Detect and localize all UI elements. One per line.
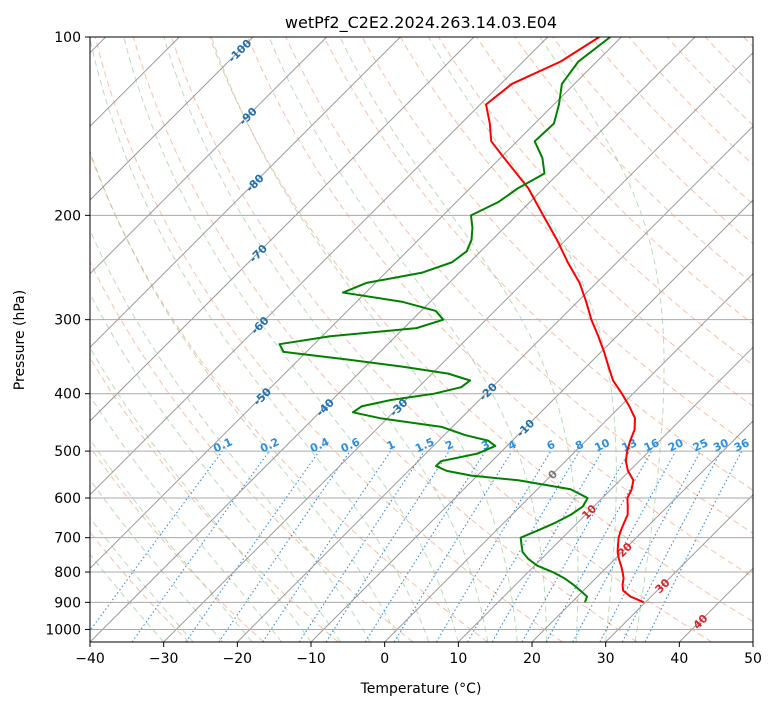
moist-adiabat-line [90,438,253,642]
isobar-grid [90,37,753,630]
y-tick-label: 800 [54,565,81,581]
isotherm-line [90,37,328,275]
plot-frame [89,36,754,643]
mixing-ratio-line [521,450,630,642]
moist-adiabat-line [339,37,579,642]
x-tick-label: 20 [523,651,541,667]
moist-adiabat-line [90,478,223,642]
dry-adiabat-line [90,446,264,642]
mixing-ratio-line [393,450,513,642]
mixing-ratio-line [572,450,677,642]
y-tick-label: 300 [54,313,81,329]
isotherm-line [457,346,753,642]
moist-adiabat-line [90,394,282,642]
y-tick-label: 700 [54,531,81,547]
dewpoint-profile-line [278,37,611,603]
mixing-ratio-label: 30 [711,436,731,454]
x-tick-label: 0 [380,651,389,667]
y-tick-label: 100 [54,30,81,46]
mixing-ratio-label: 16 [642,436,662,454]
mixing-ratio-line [131,450,270,642]
mixing-ratio-line [325,450,450,642]
y-tick-label: 1000 [45,622,81,638]
mixing-ratio-line [364,450,486,642]
x-tick-label: −20 [223,651,253,667]
isotherm-line [90,37,696,642]
moist-adiabat-line [539,37,665,642]
isotherm-line [310,199,753,642]
mixing-ratio-line [218,450,351,642]
moist-adiabat-line [210,37,518,642]
dry-adiabat-line [399,37,753,407]
chart-title: wetPf2_C2E2.2024.263.14.03.E04 [285,13,557,33]
x-axis-title: Temperature (°C) [360,681,482,697]
mixing-ratio-line [185,450,320,642]
isotherm-line [90,37,475,422]
moist-adiabat-line [123,37,459,642]
moist-adiabat-line [90,553,165,642]
mixing-ratio-label: 25 [691,436,710,454]
y-tick-label: 900 [54,595,81,611]
isotherm-line [90,37,401,349]
moist-adiabat-line [268,37,548,642]
mixing-ratio-label: 20 [666,436,686,454]
dry-adiabat-line [209,37,753,623]
x-tick-label: 50 [744,651,762,667]
x-tick-label: 30 [597,651,615,667]
dry-adiabat-line [132,37,638,642]
x-tick-label: 40 [670,651,688,667]
mixing-ratio-line [491,450,603,642]
moist-adiabat-line [90,37,430,642]
dry-adiabat-line [476,37,753,325]
dry-adiabat-line [94,37,563,642]
isotherm-line [384,272,753,642]
profile-series [278,37,645,604]
temperature-profile-line [485,37,645,604]
y-axis-title: Pressure (hPa) [12,290,28,390]
dry-adiabat-line [514,37,753,285]
isotherm-line [90,37,622,570]
y-tick-label: 400 [54,387,81,403]
dry-adiabat-line [90,260,414,642]
y-tick-label: 600 [54,491,81,507]
moist-adiabat-line [90,292,341,642]
y-tick-label: 500 [54,444,81,460]
isotherm-line [90,37,549,496]
mixing-ratio-label: 10 [593,436,613,454]
isotherm-line [236,125,753,642]
dry-adiabat-line [323,37,753,491]
dry-adiabat-line [247,37,753,578]
isotherm-line [531,420,753,642]
mixing-ratio-line [467,450,580,642]
isotherm-line [163,51,753,642]
y-tick-label: 200 [54,208,81,224]
moist-adiabat-line [90,517,194,642]
mixing-ratio-label: 36 [732,436,752,454]
x-tick-label: −40 [75,651,105,667]
isotherm-grid [90,37,753,642]
x-tick-label: −10 [296,651,326,667]
dry-adiabat-line [628,37,753,166]
axes: −40 −30 −20 −10 0 10 20 30 40 50 100 200 300 400 500 60… [45,30,762,667]
moist-adiabat-line [90,229,371,642]
moist-adiabat-line [163,37,489,642]
moist-adiabat-line [427,37,617,642]
x-tick-label: 10 [449,651,467,667]
x-tick-label: −30 [149,651,179,667]
moist-adiabat-line [90,149,400,642]
isotherm-line [90,37,254,201]
mixing-ratio-line [90,450,223,632]
isotherm-line [605,493,753,642]
